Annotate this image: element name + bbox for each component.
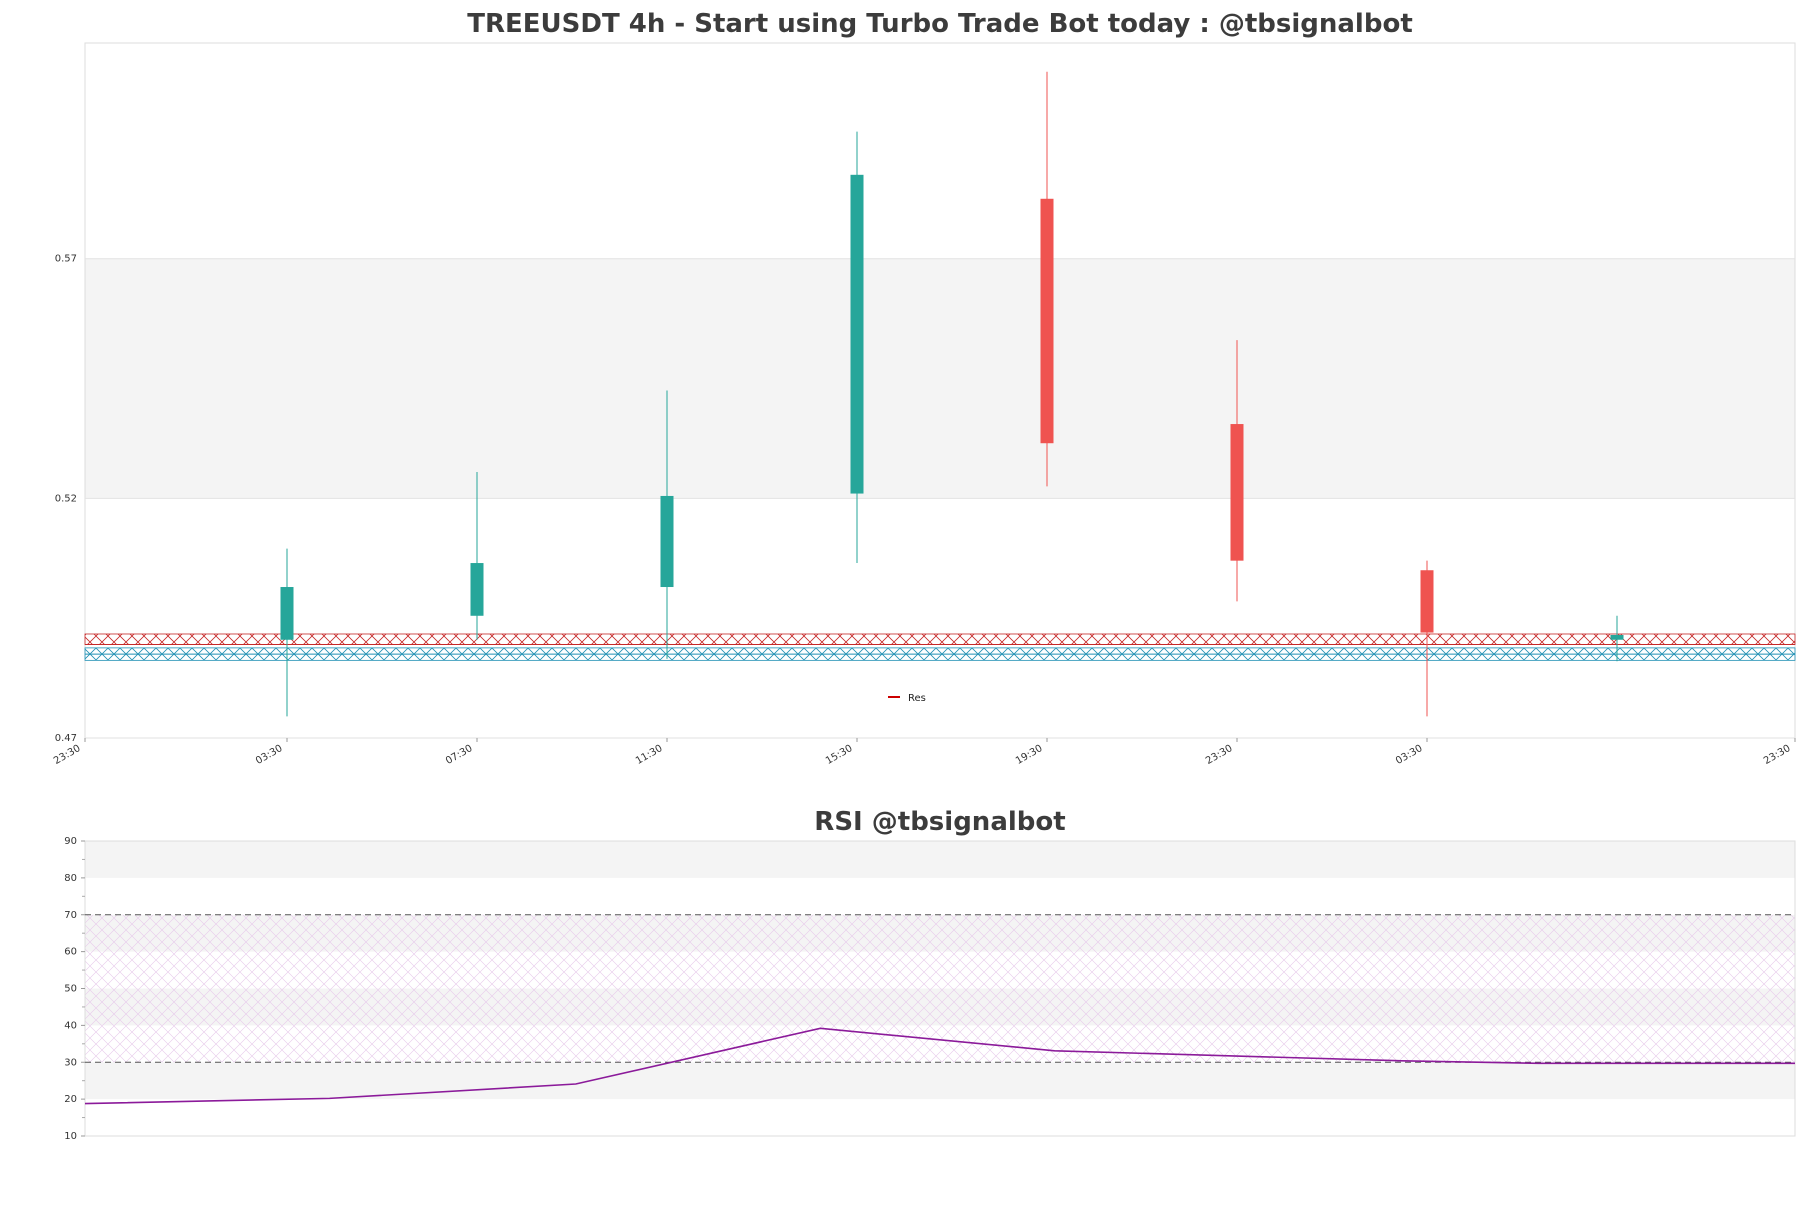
candle-down (1420, 570, 1434, 633)
price-x-tick-label: 23:30 (1762, 743, 1792, 767)
rsi-chart-title: RSI @tbsignalbot (814, 807, 1065, 837)
price-chart-title: TREEUSDT 4h - Start using Turbo Trade Bo… (467, 9, 1413, 39)
candle-up (660, 495, 674, 588)
price-y-tick-label: 0.47 (55, 733, 77, 744)
rsi-hatched-zone (85, 914, 1795, 1063)
rsi-chart: RSI @tbsignalbot 10 20 30 40 50 60 70 80 90 (64, 807, 1796, 1142)
candles (280, 71, 1624, 717)
rsi-y-tick-label: 10 (64, 1131, 77, 1142)
candle-up (470, 563, 484, 616)
price-x-tick-label: 23:30 (1204, 743, 1234, 767)
candle-up (850, 174, 864, 494)
price-x-tick-label: 15:30 (824, 743, 854, 767)
price-legend: Res (888, 693, 926, 704)
rsi-band (85, 1062, 1795, 1100)
rsi-y-tick-label: 90 (64, 836, 77, 847)
rsi-band (85, 841, 1795, 878)
rsi-y-tick-label: 30 (64, 1057, 77, 1068)
price-x-tick-label: 03:30 (1394, 743, 1424, 767)
rsi-line (84, 1027, 1795, 1105)
rsi-y-tick-label: 80 (64, 873, 77, 884)
candle-up (1610, 634, 1624, 640)
rsi-y-tick-label: 20 (64, 1094, 77, 1105)
support-resistance-zones (84, 633, 1796, 661)
price-gridlines (85, 258, 1795, 739)
rsi-y-ticks: 10 20 30 40 50 60 70 80 90 (64, 836, 85, 1142)
rsi-y-tick-label: 70 (64, 910, 77, 921)
resistance-zone (84, 633, 1796, 645)
candle-down (1040, 198, 1054, 444)
price-chart: TREEUSDT 4h - Start using Turbo Trade Bo… (52, 9, 1796, 767)
rsi-band (85, 877, 1795, 915)
rsi-y-tick-label: 50 (64, 984, 77, 995)
price-y-ticks: 0.47 0.52 0.57 (55, 254, 77, 744)
rsi-series (84, 1027, 1795, 1105)
price-y-tick-label: 0.57 (55, 254, 77, 265)
price-x-tick-label: 23:30 (52, 743, 82, 767)
price-x-tick-label: 03:30 (254, 743, 284, 767)
rsi-y-tick-label: 60 (64, 947, 77, 958)
price-x-ticks: 23:30 03:30 07:30 11:30 15:30 19:30 23:30 03:30… (52, 738, 1796, 767)
price-x-tick-label: 11:30 (634, 743, 664, 767)
legend-res-label: Res (908, 693, 926, 704)
price-x-tick-label: 19:30 (1014, 743, 1044, 767)
rsi-band (85, 1099, 1795, 1136)
rsi-y-tick-label: 40 (64, 1020, 77, 1031)
candle-down (1230, 424, 1244, 561)
price-y-tick-label: 0.52 (55, 493, 77, 504)
candle-up (280, 587, 294, 640)
price-shaded-band (85, 258, 1795, 499)
rsi-bands (85, 841, 1795, 1136)
price-x-tick-label: 07:30 (444, 743, 474, 767)
